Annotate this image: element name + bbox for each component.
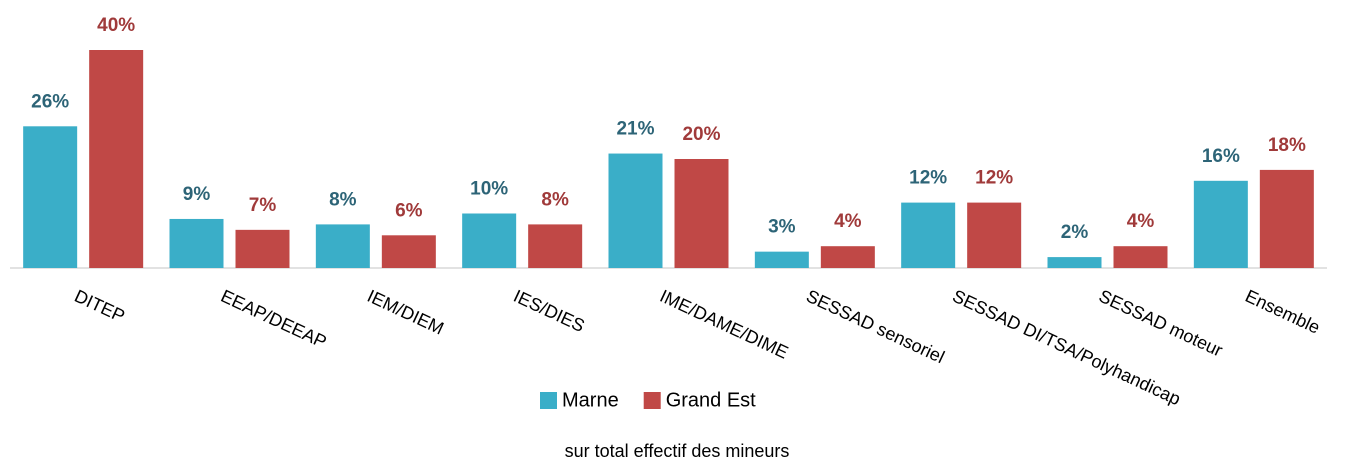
data-label: 7% <box>249 195 277 216</box>
bar <box>462 213 517 268</box>
bar <box>169 218 224 268</box>
data-label: 16% <box>1202 146 1240 167</box>
bar <box>1047 257 1102 268</box>
bar <box>901 202 956 268</box>
bar <box>820 246 875 268</box>
bar <box>1193 180 1248 268</box>
bar <box>89 50 144 268</box>
data-label: 10% <box>470 179 508 200</box>
x-tick-label: IME/DAME/DIME <box>657 286 791 363</box>
legend-swatch <box>540 392 557 409</box>
x-tick-label: IES/DIES <box>510 286 587 336</box>
data-label: 3% <box>768 217 796 238</box>
data-label: 8% <box>329 189 357 210</box>
legend-label: Grand Est <box>666 389 756 411</box>
legend-swatch <box>643 392 661 409</box>
legend-label: Marne <box>562 389 619 411</box>
x-tick-label: SESSAD sensoriel <box>803 286 947 368</box>
data-label: 26% <box>31 91 69 112</box>
data-label: 12% <box>909 168 947 189</box>
caption: sur total effectif des mineurs <box>565 441 790 461</box>
x-tick-label: SESSAD moteur <box>1096 286 1226 361</box>
bar <box>674 159 729 268</box>
data-label: 20% <box>682 124 720 145</box>
x-tick-label: EEAP/DEEAP <box>218 286 330 352</box>
bar <box>608 153 663 268</box>
bar <box>1259 169 1314 268</box>
bar <box>967 202 1022 268</box>
data-label: 18% <box>1268 135 1306 156</box>
bar <box>381 235 436 268</box>
x-tick-label: SESSAD DI/TSA/Polyhandicap <box>949 286 1183 409</box>
data-label: 40% <box>97 15 135 36</box>
data-label: 8% <box>541 189 569 210</box>
bar <box>1113 246 1168 268</box>
x-tick-label: DITEP <box>71 286 128 327</box>
x-tick-label: IEM/DIEM <box>364 286 447 339</box>
data-label: 2% <box>1061 222 1089 243</box>
data-label: 12% <box>975 168 1013 189</box>
data-label: 4% <box>1127 211 1155 232</box>
bar <box>23 126 78 268</box>
bar <box>315 224 370 268</box>
data-label: 21% <box>616 119 654 140</box>
data-label: 4% <box>834 211 862 232</box>
data-label: 9% <box>183 184 211 205</box>
x-tick-label: Ensemble <box>1242 286 1323 338</box>
bar <box>754 251 809 268</box>
bar <box>528 224 583 268</box>
data-label: 6% <box>395 200 423 221</box>
bar <box>235 229 290 268</box>
